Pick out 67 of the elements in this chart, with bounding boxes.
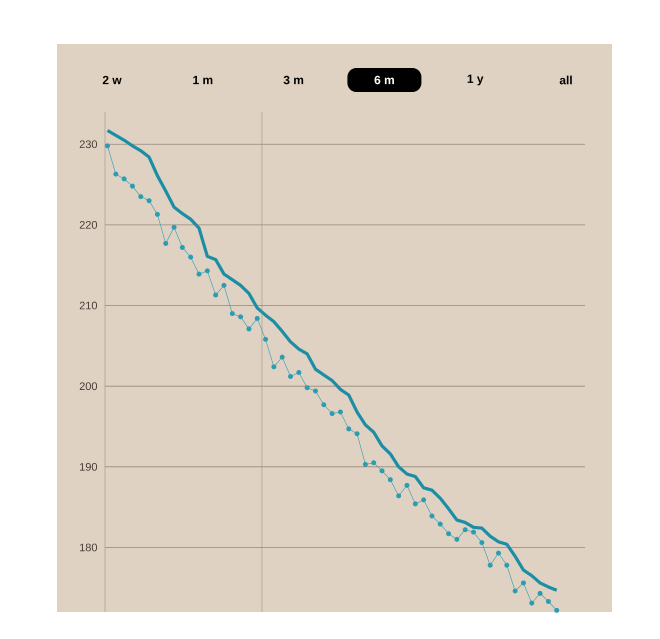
text: 1 m [193,76,212,84]
point [221,282,226,288]
point [163,240,168,246]
point [230,311,235,316]
y-tick-label: 210 [80,302,98,310]
point [496,550,501,556]
point [380,468,385,474]
point [312,388,318,394]
y-tick-label: 230 [80,140,98,148]
point [421,497,426,502]
point [362,462,368,467]
point [338,409,343,414]
point [271,364,276,370]
text: 2 w [102,76,122,84]
point [196,272,202,277]
point [246,326,252,332]
point [396,493,402,498]
point [122,176,127,182]
point [462,527,468,532]
point [263,336,268,342]
point [180,244,185,250]
text: 1 y [468,74,484,86]
point [138,194,144,200]
point [479,540,484,546]
point [154,212,160,217]
point [105,143,110,148]
point [254,316,260,321]
point [330,411,335,416]
point [512,588,518,594]
text: 3 m [284,76,304,84]
point [146,198,152,204]
point [113,172,118,177]
point [321,402,326,408]
point [404,482,410,488]
y-tick-label: 200 [80,382,98,390]
point [204,268,210,274]
point [354,431,360,436]
point [412,501,418,506]
point [280,354,285,360]
text: 6 m [374,76,394,84]
point [438,522,443,527]
point [172,224,177,230]
point [446,531,452,536]
point [346,426,352,432]
point [213,292,218,298]
point [238,314,244,320]
point [188,254,194,260]
point [471,530,476,535]
point [429,514,434,519]
text: all [560,76,572,84]
point [504,562,510,568]
y-tick-label: 190 [80,462,98,471]
point [296,370,302,375]
y-tick-label: 180 [80,544,98,552]
point [130,184,135,189]
point [529,600,534,606]
point [554,608,560,613]
point [488,562,493,568]
point [546,599,551,604]
point [304,385,310,390]
y-tick-label: 220 [80,221,98,229]
point [388,477,393,482]
point [538,590,543,596]
point [288,374,294,380]
point [454,536,460,542]
point [520,580,526,586]
point [371,460,376,466]
